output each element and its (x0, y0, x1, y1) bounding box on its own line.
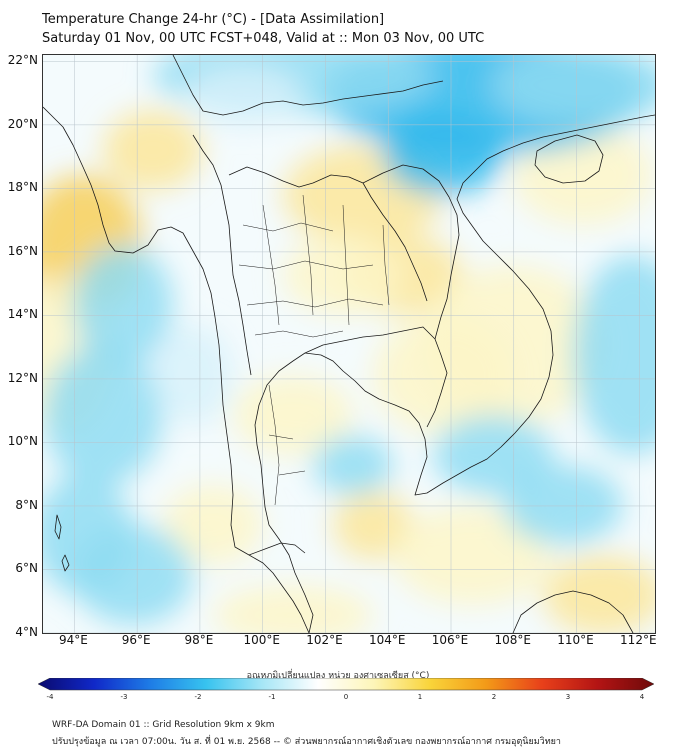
andaman-islands (54, 514, 70, 572)
temperature-anomaly-blob (313, 435, 393, 495)
temperature-anomaly-blob (423, 265, 603, 425)
temperature-anomaly-blob (393, 505, 553, 605)
border-north (172, 55, 444, 116)
temperature-anomaly-blob (213, 585, 373, 633)
lon-label: 108°E (494, 633, 532, 647)
colorbar-title: อุณหภูมิเปลี่ยนแปลง หน่วย องศาเซลเซียส (… (246, 671, 430, 681)
temperature-anomaly-blob (433, 415, 553, 495)
colorbar-tick-label: 3 (565, 693, 571, 701)
lon-label: 106°E (431, 633, 469, 647)
map-title: Temperature Change 24-hr (°C) - [Data As… (42, 12, 385, 27)
lat-label: 22°N (7, 53, 38, 68)
colorbar-tick-label: 2 (491, 693, 497, 701)
hainan-island (534, 134, 604, 184)
temperature-field (43, 55, 655, 633)
border-thailand-malaysia (248, 542, 306, 556)
temperature-anomaly-blob (43, 475, 133, 595)
lon-label: 98°E (184, 633, 214, 647)
country-borders (43, 55, 655, 633)
borneo-coast (512, 590, 634, 633)
lat-label: 18°N (7, 180, 38, 195)
temperature-anomaly-blob (103, 110, 203, 190)
lat-label: 10°N (7, 434, 38, 449)
lon-label: 100°E (243, 633, 280, 647)
lat-label: 6°N (15, 561, 38, 576)
temperature-anomaly-blob (183, 65, 303, 125)
colorbar-tick-label: -1 (268, 693, 276, 701)
temperature-anomaly-blob (153, 325, 233, 425)
graticule (43, 55, 655, 633)
colorbar-gradient (38, 678, 655, 691)
map-subtitle: Saturday 01 Nov, 00 UTC FCST+048, Valid … (42, 31, 485, 46)
temperature-change-map[interactable] (43, 55, 655, 633)
border-myanmar-thailand (192, 134, 252, 376)
temperature-anomaly-blob (163, 485, 263, 565)
colorbar-tick-label: 4 (639, 693, 645, 701)
colorbar (38, 678, 655, 691)
temperature-anomaly-blob (503, 465, 623, 545)
lat-label: 14°N (7, 307, 38, 322)
lat-label: 16°N (7, 243, 38, 258)
provincial-lines (238, 194, 390, 506)
colorbar-tick-label: 0 (343, 693, 349, 701)
lon-label: 104°E (368, 633, 406, 647)
lon-label: 112°E (620, 633, 657, 647)
temperature-anomaly-blob (43, 345, 163, 485)
temperature-anomaly-blob (73, 245, 173, 365)
lon-label: 102°E (306, 633, 343, 647)
border-thailand-cambodia (304, 326, 436, 354)
border-laos-vietnam (362, 164, 460, 340)
lon-label: 96°E (121, 633, 151, 647)
lat-label: 12°N (7, 370, 38, 385)
temperature-anomaly-blob (543, 555, 655, 633)
footer-model-info: WRF-DA Domain 01 :: Grid Resolution 9km … (52, 720, 275, 730)
map-panel[interactable] (42, 54, 656, 634)
colorbar-tick-label: -4 (46, 693, 54, 701)
temperature-anomaly-blob (513, 125, 653, 225)
gulf-of-thailand-coast (254, 114, 655, 633)
lat-label: 20°N (7, 116, 38, 131)
border-cambodia-vietnam (426, 338, 448, 428)
temperature-anomaly-blob (493, 55, 655, 125)
temperature-anomaly-blob (333, 490, 413, 560)
footer-credit: ปรับปรุงข้อมูล ณ เวลา 07:00น. วัน ส. ที่… (52, 737, 561, 747)
lat-label: 4°N (15, 625, 38, 639)
lon-label: 110°E (557, 633, 594, 647)
coastline-myanmar-thailand-malaysia (43, 106, 310, 633)
colorbar-tick-label: -3 (120, 693, 128, 701)
colorbar-tick-label: -2 (194, 693, 202, 701)
temperature-anomaly-blob (573, 255, 655, 455)
colorbar-tick-label: 1 (417, 693, 423, 701)
temperature-anomaly-blob (283, 235, 403, 315)
temperature-anomaly-blob (383, 115, 503, 195)
lat-label: 8°N (15, 497, 38, 512)
border-thailand-laos (228, 166, 428, 302)
lon-label: 94°E (58, 633, 88, 647)
